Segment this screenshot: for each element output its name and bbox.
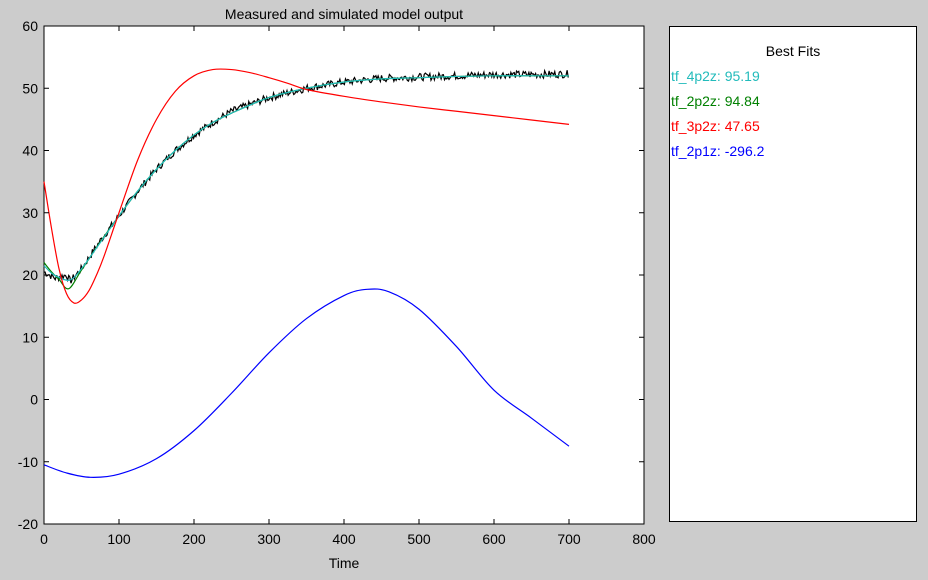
- y-tick-label: 40: [22, 143, 38, 159]
- y-tick-label: 30: [22, 205, 38, 221]
- plot-area: [43, 25, 645, 525]
- x-tick-label: 800: [632, 531, 656, 547]
- y-tick-label: 0: [30, 392, 38, 408]
- x-tick-label: 0: [40, 531, 48, 547]
- y-tick-label: 20: [22, 267, 38, 283]
- ticks-layer: 0 100 200 300 400 500 600 700 800 -20 -10 0 10 20 30 40…: [18, 18, 656, 547]
- y-tick-label: 60: [22, 18, 38, 34]
- chart-title: Measured and simulated model output: [225, 6, 463, 22]
- best-fits-title: Best Fits: [765, 43, 821, 59]
- y-tick-label: 10: [22, 329, 38, 345]
- x-tick-label: 200: [182, 531, 206, 547]
- series-line-tf-4p2z: [43, 75, 569, 281]
- best-fit-entry: tf_2p2z: 94.84: [671, 93, 760, 109]
- x-tick-label: 400: [332, 531, 356, 547]
- best-fit-entry: tf_4p2z: 95.19: [671, 68, 760, 84]
- series-layer: [43, 68, 570, 478]
- best-fit-entry: tf_3p2z: 47.65: [671, 118, 760, 134]
- best-fit-entry: tf_2p1z: -296.2: [671, 143, 765, 159]
- series-line-tf-2p1z: [43, 288, 570, 478]
- y-tick-label: -20: [18, 516, 38, 532]
- x-tick-label: 600: [482, 531, 506, 547]
- series-line-tf-3p2z: [43, 68, 570, 304]
- x-tick-label: 700: [557, 531, 581, 547]
- x-tick-label: 300: [257, 531, 281, 547]
- best-fits-panel: Best Fits tf_4p2z: 95.19 tf_2p2z: 94.84 tf…: [669, 26, 917, 522]
- y-tick-label: -10: [18, 454, 38, 470]
- x-tick-label: 500: [407, 531, 431, 547]
- y-tick-label: 50: [22, 80, 38, 96]
- x-axis-label: Time: [329, 555, 360, 571]
- x-tick-label: 100: [107, 531, 131, 547]
